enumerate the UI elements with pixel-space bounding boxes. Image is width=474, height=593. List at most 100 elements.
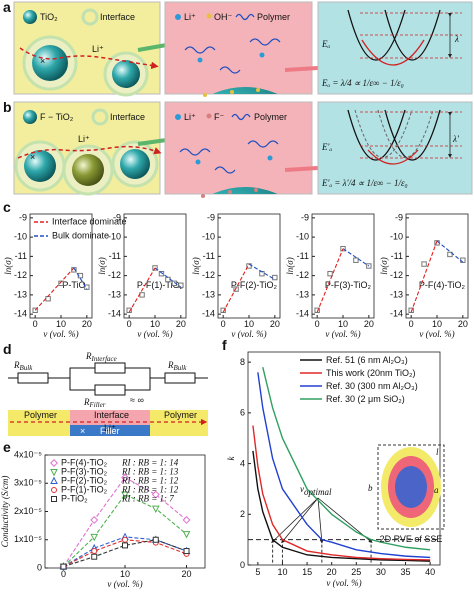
y-tick-label: -14 xyxy=(296,309,309,319)
icon xyxy=(230,90,234,94)
y-tick-label: -9 xyxy=(207,212,215,222)
label: λ xyxy=(454,34,459,44)
series-line xyxy=(222,263,250,313)
data-point xyxy=(122,542,128,549)
chart-title: P-F(2)-TiO₂ xyxy=(231,280,278,290)
y-axis-label: ln(σ) xyxy=(3,257,13,274)
legend-text: Interface xyxy=(110,112,145,122)
label: Filler xyxy=(100,426,120,436)
icon xyxy=(197,57,203,63)
symbol: R xyxy=(167,360,174,370)
resistor xyxy=(164,372,196,384)
y-tick-label: -10 xyxy=(296,232,309,242)
legend-text: F⁻ xyxy=(214,112,224,122)
legend-text: Li⁺ xyxy=(184,112,196,122)
icon xyxy=(259,52,265,58)
icon xyxy=(91,108,109,126)
y-tick-label: 6 xyxy=(240,408,245,418)
inset-frame xyxy=(377,444,445,530)
shape xyxy=(212,87,278,94)
x-tick-label: 0 xyxy=(61,569,66,579)
label: RInterface xyxy=(85,351,117,363)
panel-b: b F − TiO₂ Interface × Li⁺ Li⁺ F⁻ Polyme… xyxy=(3,99,473,198)
data-point xyxy=(126,307,132,313)
legend-text: Ref. 30 (300 nm Al₂O₃) xyxy=(326,381,418,391)
y-tick-label: -12 xyxy=(108,270,121,280)
x-tick-label: 10 xyxy=(277,567,287,577)
inset-label: b xyxy=(368,483,373,493)
y-tick-label: -12 xyxy=(14,270,27,280)
series-line xyxy=(154,267,182,288)
curve xyxy=(354,109,434,158)
icon xyxy=(81,8,99,26)
data-point xyxy=(91,548,98,555)
x-tick-label: 20 xyxy=(270,319,280,329)
y-tick-label: -14 xyxy=(202,309,215,319)
icon xyxy=(256,88,260,92)
inset-label: l xyxy=(436,447,439,457)
panel-label: d xyxy=(3,341,12,357)
label: Polymer xyxy=(24,410,57,420)
y-tick-label: -12 xyxy=(296,270,309,280)
y-tick-label: -9 xyxy=(19,212,27,222)
icon xyxy=(231,113,251,121)
y-tick-label: -10 xyxy=(14,232,27,242)
data-point xyxy=(165,276,171,283)
data-point xyxy=(151,490,160,499)
data-point xyxy=(45,296,51,302)
series-line xyxy=(73,267,88,290)
legend-text: Ref. 30 (2 μm SiO₂) xyxy=(326,394,405,404)
symbol: R xyxy=(85,351,92,361)
x-tick-label: 0 xyxy=(409,319,414,329)
x-tick-label: 10 xyxy=(244,319,254,329)
symbol: × xyxy=(40,56,45,66)
series-line xyxy=(342,248,370,267)
formula: E′ₐ = λ′/4 ∝ 1/ε∞ − 1/ε₀ xyxy=(321,178,408,188)
shape xyxy=(72,154,104,186)
label: Li⁺ xyxy=(78,134,90,144)
chart-title: P-F(1)-TiO₂ xyxy=(137,280,184,290)
inset-label: a xyxy=(434,485,439,495)
legend-marker xyxy=(50,476,58,484)
series-line xyxy=(257,372,431,559)
label: Li⁺ xyxy=(104,423,116,433)
symbol: × xyxy=(30,152,35,162)
panel-label: b xyxy=(3,99,12,115)
icon xyxy=(203,93,207,97)
data-point xyxy=(121,473,129,482)
filler xyxy=(70,425,150,436)
series-line xyxy=(34,267,75,311)
y-tick-label: -14 xyxy=(14,309,27,319)
icon xyxy=(201,194,205,198)
legend-text: Bulk dominate xyxy=(52,230,109,240)
x-tick-label: 0 xyxy=(33,319,38,329)
label: Eₐ xyxy=(321,39,330,49)
panel-label: f xyxy=(222,337,227,353)
curve xyxy=(367,149,419,165)
annotation: RI : RB = 1: 12 xyxy=(121,484,179,494)
label: RFiller xyxy=(83,397,106,409)
annotation: RI : RB = 1: 13 xyxy=(121,466,179,476)
data-point xyxy=(90,533,99,542)
resistor xyxy=(17,372,49,384)
data-point xyxy=(121,491,129,499)
data-point xyxy=(60,563,67,570)
legend-text: Ref. 51 (6 nm Al₂O₃) xyxy=(326,355,408,365)
data-point xyxy=(220,307,226,313)
curve xyxy=(347,109,441,161)
y-tick-label: 1x10⁻⁵ xyxy=(14,534,42,544)
subscript: Bulk xyxy=(174,364,188,372)
y-tick-label: -14 xyxy=(108,309,121,319)
shape xyxy=(120,149,150,179)
icon xyxy=(206,13,212,19)
icon xyxy=(23,10,37,24)
series-line xyxy=(262,367,431,551)
data-point xyxy=(158,271,165,277)
y-tick-label: -14 xyxy=(390,309,403,319)
y-axis-label: ln(σ) xyxy=(97,257,107,274)
data-point xyxy=(151,505,160,514)
series-line xyxy=(128,267,156,313)
guide xyxy=(360,12,462,59)
inset-caption: 2D RVE of SSE xyxy=(380,534,443,544)
